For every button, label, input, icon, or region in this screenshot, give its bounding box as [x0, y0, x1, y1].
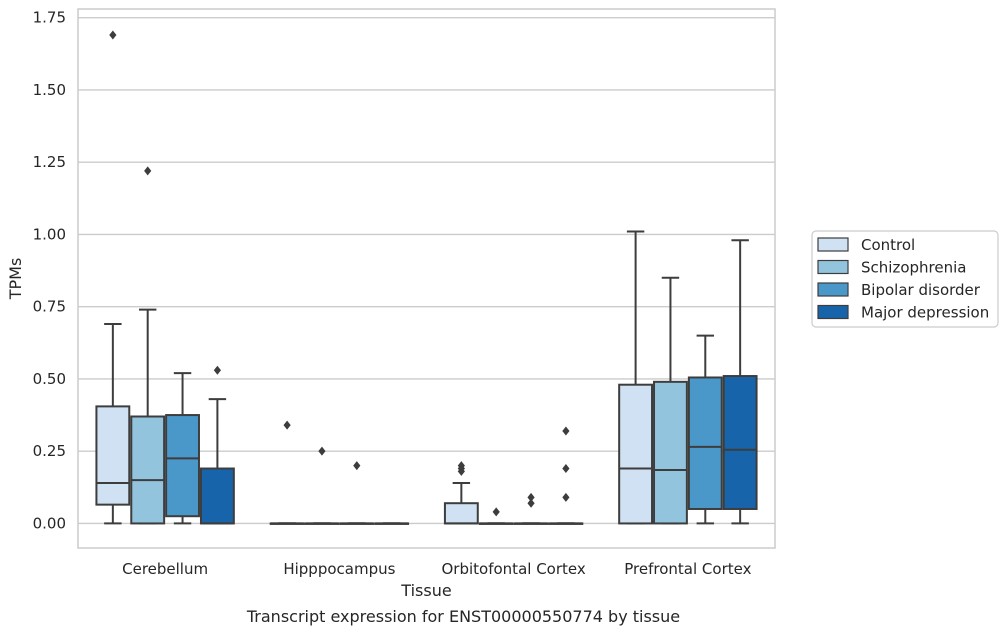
outlier-point	[527, 498, 535, 508]
legend-label: Major depression	[861, 304, 989, 322]
legend-swatch	[817, 304, 849, 320]
outlier-point	[353, 461, 361, 471]
outlier-point	[562, 492, 570, 502]
box-body	[95, 405, 131, 506]
y-tick-label: 0.75	[33, 298, 66, 316]
box-body	[443, 502, 479, 525]
y-tick-label: 0.00	[33, 514, 66, 532]
box-0-1	[130, 166, 166, 525]
outlier-point	[318, 446, 326, 456]
box-3-0	[618, 230, 654, 525]
legend-frame	[811, 230, 999, 328]
legend-label: Bipolar disorder	[861, 281, 981, 299]
box-0-3	[199, 365, 235, 525]
box-3-3	[722, 239, 758, 525]
legend-label: Control	[861, 236, 915, 254]
box-1-2	[339, 461, 375, 525]
x-tick-label: Orbitofontal Cortex	[442, 560, 586, 578]
legend-swatch	[817, 282, 849, 297]
outlier-point	[109, 30, 117, 40]
box-0-2	[165, 372, 200, 525]
box-1-1	[304, 446, 340, 525]
box-2-3	[548, 426, 584, 525]
box-1-3	[374, 522, 410, 525]
y-axis-label: TPMs	[6, 258, 25, 301]
x-tick-label: Hipppocampus	[283, 560, 395, 578]
plot-frame	[77, 8, 776, 549]
box-body	[722, 375, 758, 510]
y-tick-label: 1.75	[33, 9, 66, 27]
y-tick-label: 0.25	[33, 442, 66, 460]
box-body	[653, 380, 688, 525]
box-0-0	[95, 30, 131, 525]
outlier-point	[562, 426, 570, 436]
legend-label: Schizophrenia	[861, 259, 966, 277]
outlier-point	[492, 507, 500, 517]
x-axis-label: Tissue	[400, 581, 451, 600]
box-3-2	[687, 334, 723, 525]
boxes	[95, 30, 758, 525]
box-3-1	[653, 276, 688, 525]
box-2-0	[443, 461, 479, 525]
x-tick-label: Cerebellum	[122, 560, 208, 578]
outlier-point	[213, 365, 221, 375]
chart-caption: Transcript expression for ENST0000055077…	[246, 607, 680, 626]
box-body	[618, 383, 654, 525]
box-body	[165, 414, 200, 518]
outlier-point	[144, 166, 152, 176]
y-tick-label: 1.00	[33, 225, 66, 243]
outlier-point	[562, 464, 570, 474]
legend: Control Schizophrenia Bipolar disorder Majo…	[811, 230, 999, 328]
box-1-0	[269, 420, 305, 525]
x-axis-ticks: Cerebellum Hipppocampus Orbitofontal Corte…	[122, 560, 751, 578]
x-tick-label: Prefrontal Cortex	[624, 560, 751, 578]
box-body	[687, 376, 723, 510]
box-body	[199, 467, 235, 525]
box-body	[130, 415, 166, 525]
box-2-1	[478, 507, 514, 525]
legend-swatch	[817, 237, 849, 252]
outlier-point	[457, 461, 465, 471]
y-tick-label: 0.50	[33, 370, 66, 388]
y-tick-label: 1.50	[33, 81, 66, 99]
legend-swatch	[817, 259, 849, 275]
outlier-point	[283, 420, 291, 430]
box-2-2	[513, 492, 549, 525]
outlier-point	[527, 492, 535, 502]
y-axis-ticks: 0.00 0.25 0.50 0.75 1.00 1.25 1.50 1.75	[33, 9, 66, 533]
y-tick-label: 1.25	[33, 153, 66, 171]
